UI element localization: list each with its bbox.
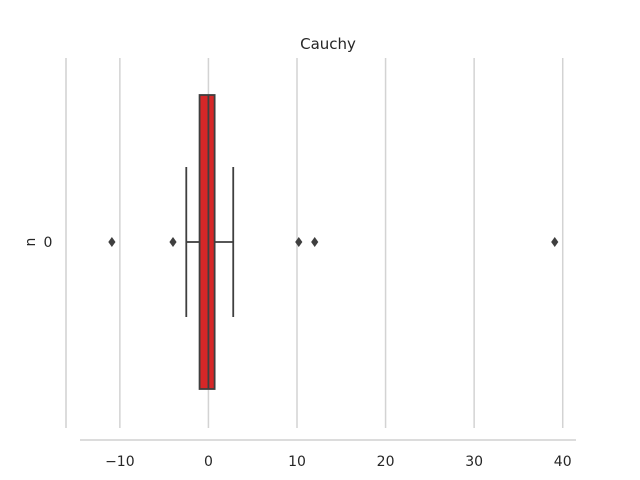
y-tick-label: 0 <box>44 235 53 251</box>
x-tick-label: 20 <box>377 454 395 470</box>
outlier-point <box>169 237 177 247</box>
outlier-point <box>108 237 116 247</box>
boxplot <box>185 94 235 390</box>
chart-title: Cauchy <box>300 35 356 53</box>
x-tick-labels: −10 0 10 20 30 40 <box>105 454 572 470</box>
x-tick-label: 10 <box>288 454 306 470</box>
iqr-box <box>198 94 216 390</box>
y-axis-label: n <box>23 238 39 247</box>
outliers <box>108 237 559 247</box>
y-tick-labels: 0 <box>44 235 53 251</box>
x-tick-label: 0 <box>204 454 213 470</box>
outlier-point <box>551 237 559 247</box>
x-tick-label: 30 <box>465 454 483 470</box>
x-tick-label: −10 <box>105 454 135 470</box>
outlier-point <box>311 237 319 247</box>
outlier-point <box>295 237 303 247</box>
x-tick-label: 40 <box>554 454 572 470</box>
spine-layer <box>65 58 576 441</box>
